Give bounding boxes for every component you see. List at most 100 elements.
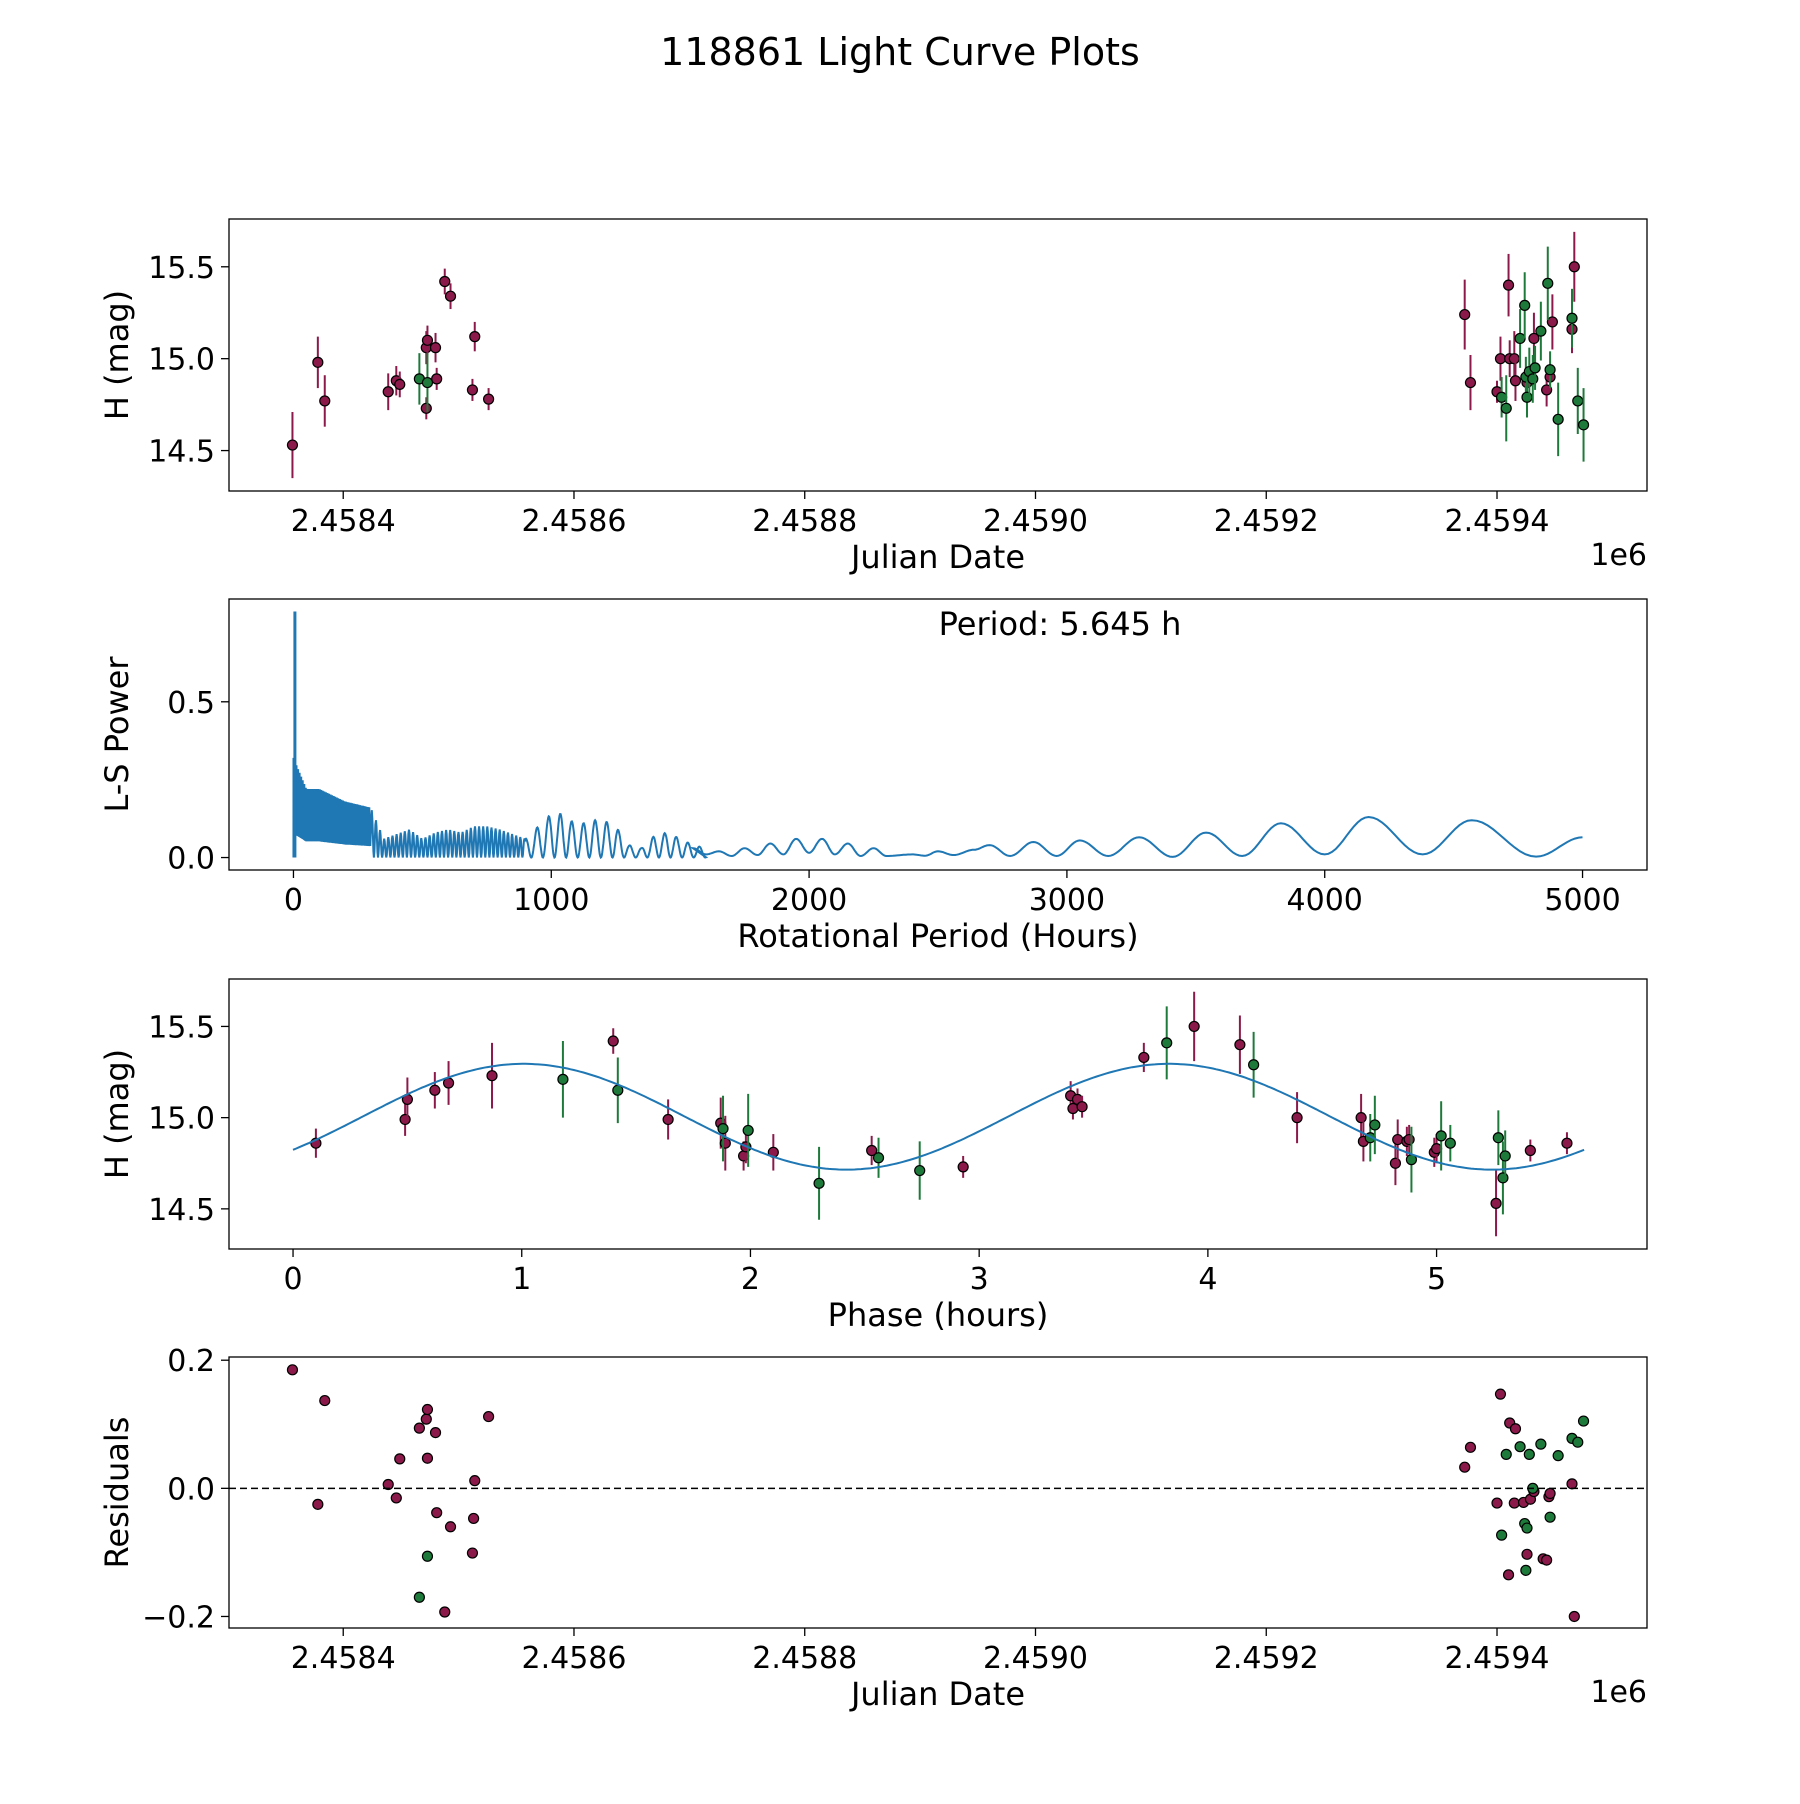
data-point-magenta [399,1113,411,1126]
data-point-magenta [607,1035,619,1047]
data-point-magenta [1494,353,1507,365]
data-point-magenta [1188,1020,1200,1033]
data-point-green [1572,395,1584,407]
data-point-magenta [1459,1461,1471,1473]
x-tick-label: 4 [1198,1262,1217,1297]
y-tick-label: 14.5 [148,1193,215,1228]
data-point-magenta [466,384,479,396]
data-point-magenta [1403,1133,1415,1146]
data-point-green [1527,373,1539,385]
x-tick-label: 2.4592 [1214,504,1319,539]
panel-phased: 0 1 2 3 4 5 14.5 15.0 15.5 Phase (hours) H (mag) [98,978,1648,1334]
axes-frame [228,1356,1648,1629]
data-point-magenta [1389,1157,1402,1169]
axes-frame [228,218,1648,492]
data-point-green [1497,1172,1509,1184]
x-tick-label: 2.4590 [983,1641,1088,1676]
data-point-magenta [382,386,394,398]
data-point-magenta [486,1070,498,1082]
data-point-magenta [1491,1497,1503,1509]
data-point-green [1577,1415,1590,1427]
x-tick-label: 2.4592 [1214,1641,1319,1676]
data-point-magenta [421,334,434,346]
data-point-magenta [413,1422,425,1434]
data-point-green [1552,413,1564,425]
data-point-magenta [312,356,324,368]
data-point-magenta [390,1492,402,1504]
axes-frame [228,598,1648,871]
y-tick-label: 0.0 [167,1472,215,1507]
data-point-green [1542,277,1554,289]
data-point-magenta [1392,1133,1404,1146]
x-tick-label: 4000 [1287,883,1363,918]
data-point-green [1435,1130,1447,1142]
plot-area [286,231,1590,479]
data-point-magenta [439,1606,451,1618]
data-point-green [1514,332,1526,345]
data-point-magenta [1430,1143,1443,1155]
data-point-magenta [1464,376,1477,389]
data-point-magenta [1528,332,1540,345]
y-tick-label: 0.5 [167,686,215,721]
data-point-magenta [466,1547,479,1559]
data-point-magenta [1355,1112,1367,1124]
plot-area [292,991,1585,1237]
data-point-magenta [1509,375,1522,387]
data-point-magenta [286,439,299,451]
y-tick-label: 14.5 [148,435,215,470]
y-tick-label: 15.5 [148,1010,215,1045]
data-point-magenta [420,1413,432,1425]
data-point-magenta [382,1478,394,1491]
data-point-green [413,1591,425,1603]
data-point-magenta [1494,1388,1507,1400]
x-axis-label: Julian Date [849,538,1025,576]
x-tick-label: 0 [283,1262,302,1297]
x-tick-label: 2.4584 [291,1641,396,1676]
data-point-green [1544,364,1556,376]
data-point-magenta [1502,279,1515,291]
y-tick-label: 15.5 [148,251,215,286]
data-point-magenta [1067,1102,1079,1115]
data-point-green [1535,1438,1547,1450]
x-tick-label: 2.4588 [752,1641,857,1676]
y-tick-label: 0.0 [167,842,215,877]
data-point-magenta [1546,316,1558,328]
data-point-green [742,1124,754,1137]
panel-lightcurve: 2.4584 2.4586 2.4588 2.4590 2.4592 2.4594 14.5… [98,218,1648,576]
data-point-magenta [1234,1039,1246,1051]
data-point-magenta [1566,1478,1578,1490]
x-tick-label: 2.4590 [983,504,1088,539]
data-point-magenta [1502,1569,1515,1581]
data-point-green [914,1164,926,1177]
period-annotation: Period: 5.645 h [939,605,1182,643]
data-point-magenta [439,275,451,288]
data-point-green [1529,362,1541,374]
data-point-green [1500,1448,1512,1460]
y-axis-label: H (mag) [98,290,136,420]
data-point-magenta [468,1512,480,1525]
data-point-green [1496,391,1508,403]
data-point-magenta [429,1084,441,1096]
data-point-magenta [1544,1487,1556,1500]
data-point-magenta [469,1475,481,1487]
data-point-green [1572,1436,1584,1448]
data-point-magenta [1138,1051,1150,1064]
x-tick-label: 2.4586 [521,1641,626,1676]
data-point-green [1521,1522,1533,1534]
data-point-magenta [1508,353,1520,365]
panel-residuals: 2.4584 2.4586 2.4588 2.4590 2.4592 2.4594 −0.2… [98,1344,1648,1713]
data-point-magenta [421,1452,434,1464]
data-point-green [1496,1529,1508,1541]
x-tick-label: 2.4594 [1445,504,1550,539]
x-tick-label: 2.4588 [752,504,857,539]
data-point-green [872,1152,885,1164]
data-point-magenta [1490,1197,1502,1209]
x-tick-label: 2.4584 [291,504,396,539]
panel-periodogram: 0 1000 2000 3000 4000 5000 0.0 0.5 Rotational Pe… [98,598,1648,955]
data-point-green [421,1550,434,1562]
data-point-magenta [1464,1441,1477,1453]
y-tick-label: 15.0 [148,1102,215,1137]
data-point-magenta [1568,261,1580,273]
x-tick-label: 3000 [1029,883,1105,918]
data-point-green [1369,1119,1381,1131]
